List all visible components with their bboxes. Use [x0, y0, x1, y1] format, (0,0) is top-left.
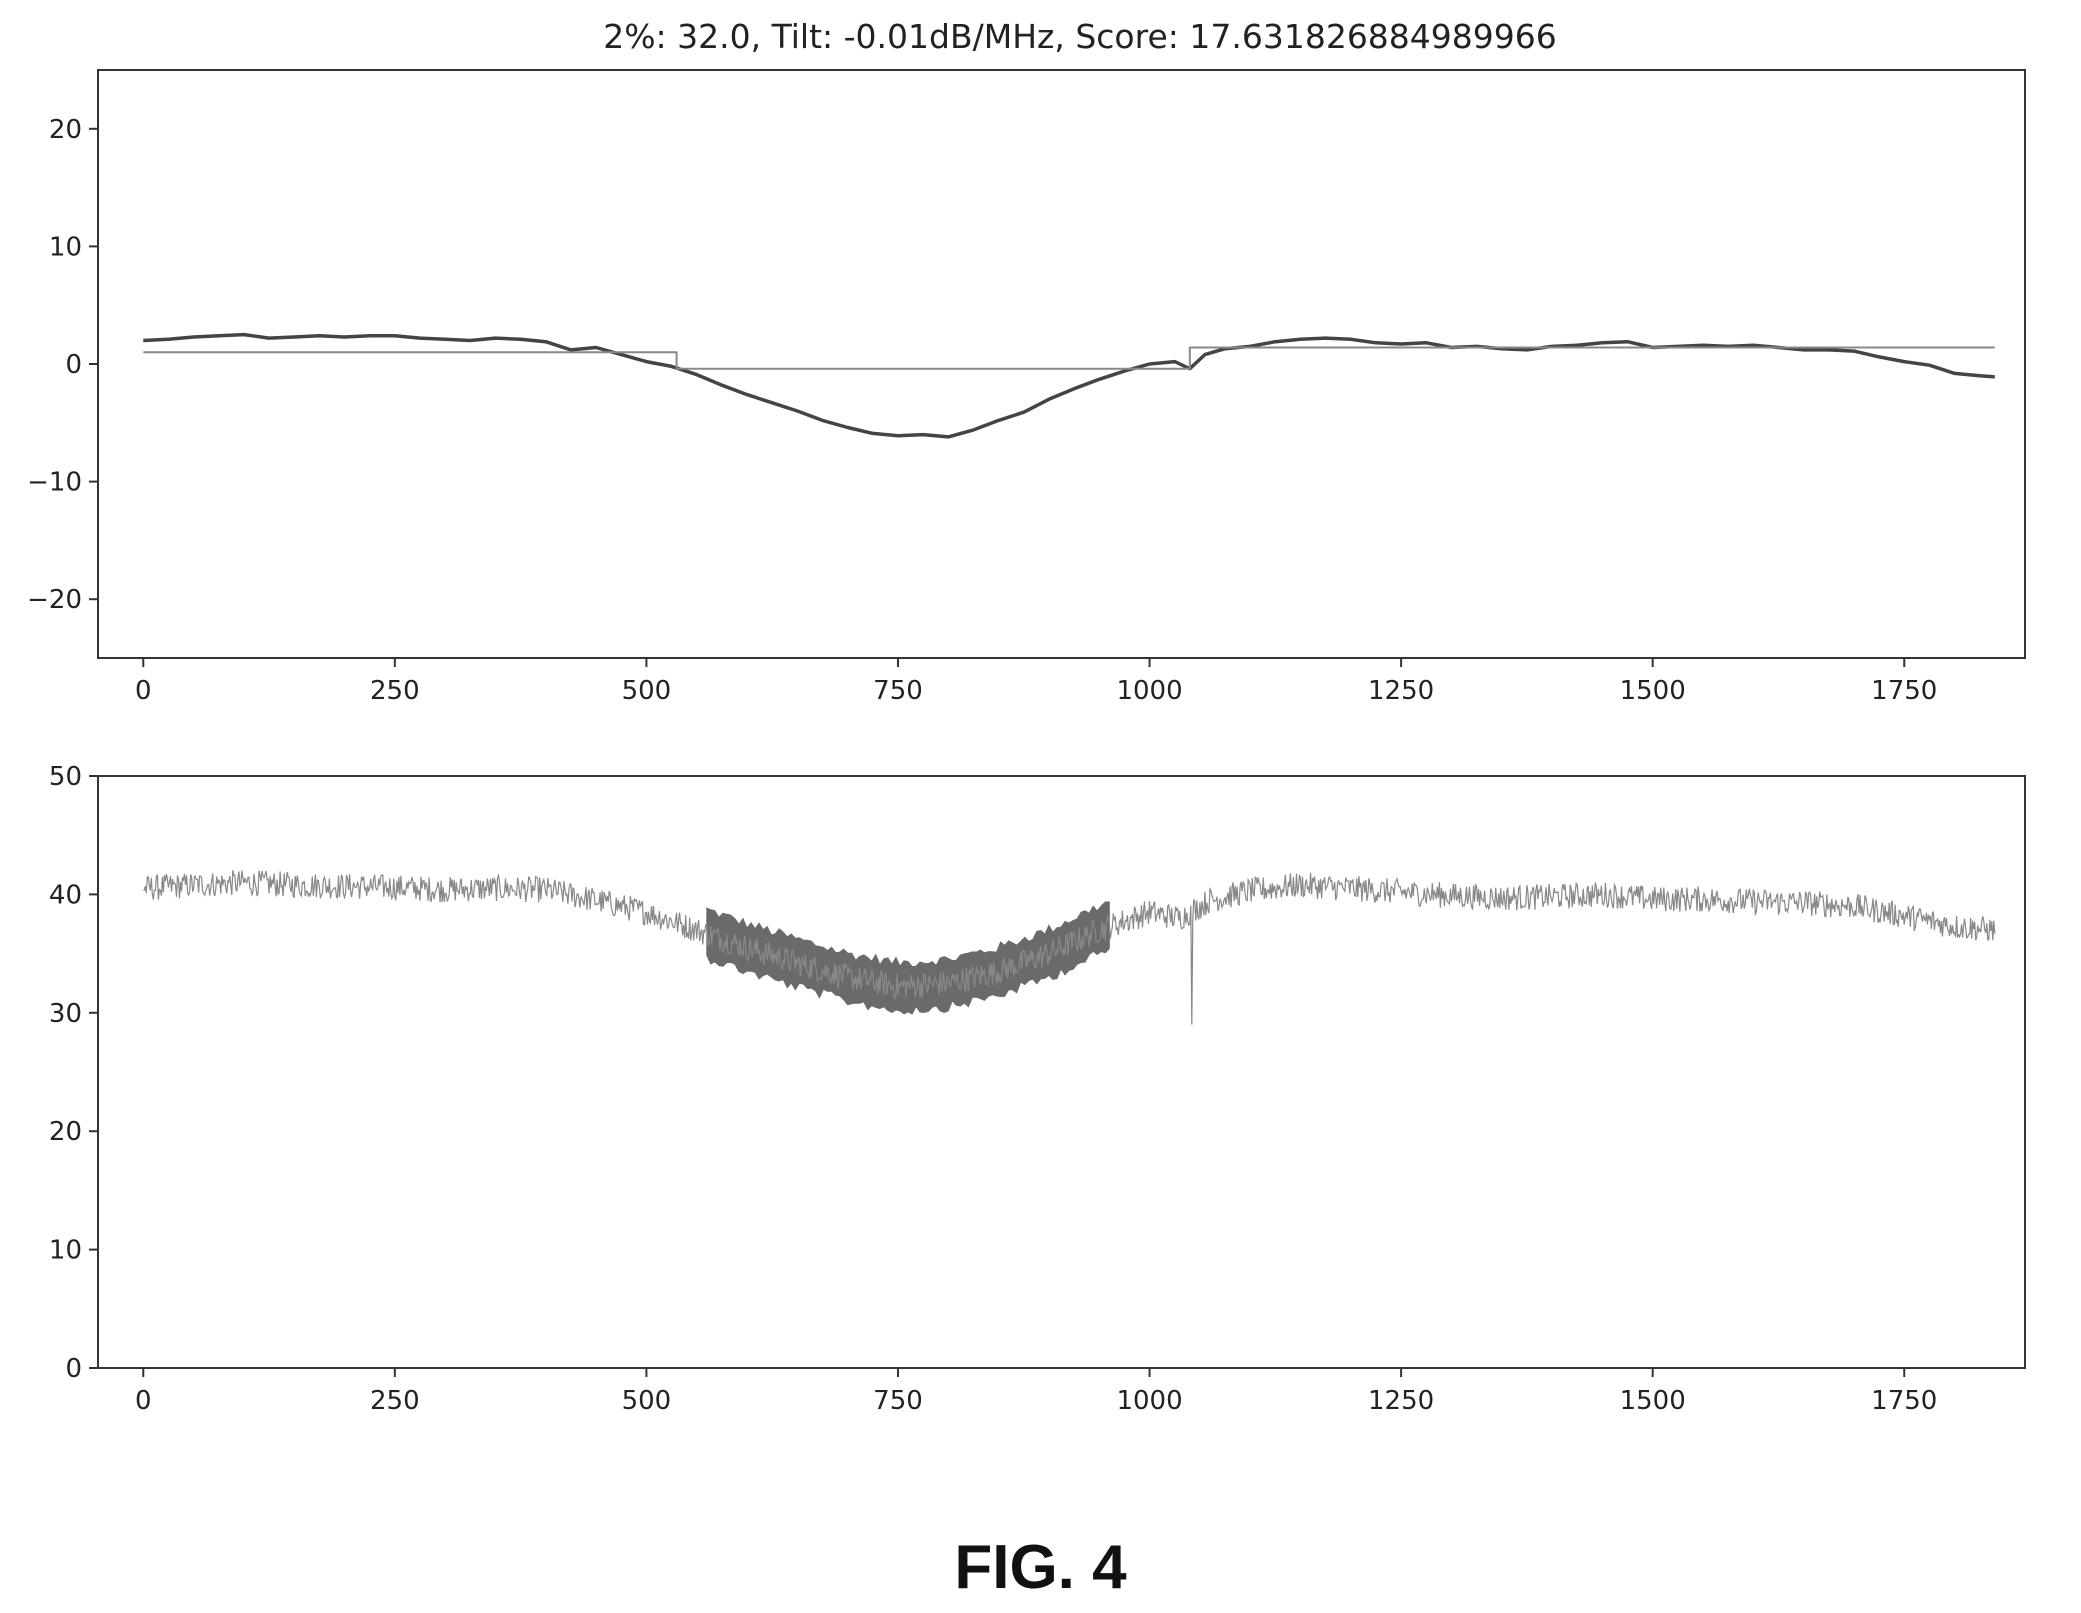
top-ticks: 0 250 500 750 1000 1250 1500 1750 −20 −10 0 10 20: [27, 115, 1937, 706]
top-panel: 0 250 500 750 1000 1250 1500 1750 −20 −10 0 10 20: [27, 69, 2026, 706]
bottom-xtick-label: 750: [873, 1386, 923, 1416]
bottom-xtick-label: 0: [135, 1386, 152, 1416]
top-ytick-label: −20: [27, 585, 82, 615]
bottom-ytick-label: 20: [49, 1117, 82, 1147]
top-ytick-label: 0: [65, 350, 82, 380]
bottom-panel: 0 250 500 750 1000 1250 1500 1750 0 10 20 30 40 50: [49, 762, 2026, 1416]
bottom-ytick-label: 40: [49, 880, 82, 910]
bottom-xtick-label: 250: [370, 1386, 420, 1416]
bottom-xtick-label: 1000: [1116, 1386, 1182, 1416]
top-ytick-label: 10: [49, 232, 82, 262]
series-noisy-line: [143, 870, 1996, 1025]
bottom-axes-frame: [97, 775, 2026, 1369]
series-band: [706, 901, 1110, 1015]
top-xtick-label: 750: [873, 676, 923, 706]
bottom-ytick-label: 0: [65, 1354, 82, 1384]
top-xtick-label: 500: [622, 676, 672, 706]
series-reference-line: [143, 346, 1995, 370]
top-xtick-label: 1500: [1620, 676, 1686, 706]
top-ytick-label: −10: [27, 468, 82, 498]
top-xtick-label: 0: [135, 676, 152, 706]
top-plot-area: [143, 332, 1995, 439]
bottom-xtick-label: 1250: [1368, 1386, 1434, 1416]
bottom-xtick-label: 1500: [1620, 1386, 1686, 1416]
top-xtick-label: 250: [370, 676, 420, 706]
top-axes-frame: [97, 69, 2026, 659]
top-ytick-label: 20: [49, 115, 82, 145]
top-xtick-label: 1000: [1116, 676, 1182, 706]
bottom-xtick-label: 500: [622, 1386, 672, 1416]
bottom-ytick-label: 50: [49, 762, 82, 792]
bottom-ytick-label: 10: [49, 1236, 82, 1266]
bottom-xtick-label: 1750: [1871, 1386, 1937, 1416]
bottom-ytick-label: 30: [49, 999, 82, 1029]
chart-title: 2%: 32.0, Tilt: -0.01dB/MHz, Score: 17.6…: [603, 17, 1557, 56]
bottom-ticks: 0 250 500 750 1000 1250 1500 1750 0 10 20 30 40 50: [49, 762, 1937, 1416]
bottom-plot-area: [143, 870, 1996, 1025]
series-measured-line: [143, 332, 1995, 439]
figure-caption: FIG. 4: [954, 1533, 1127, 1602]
top-xtick-label: 1250: [1368, 676, 1434, 706]
top-xtick-label: 1750: [1871, 676, 1937, 706]
